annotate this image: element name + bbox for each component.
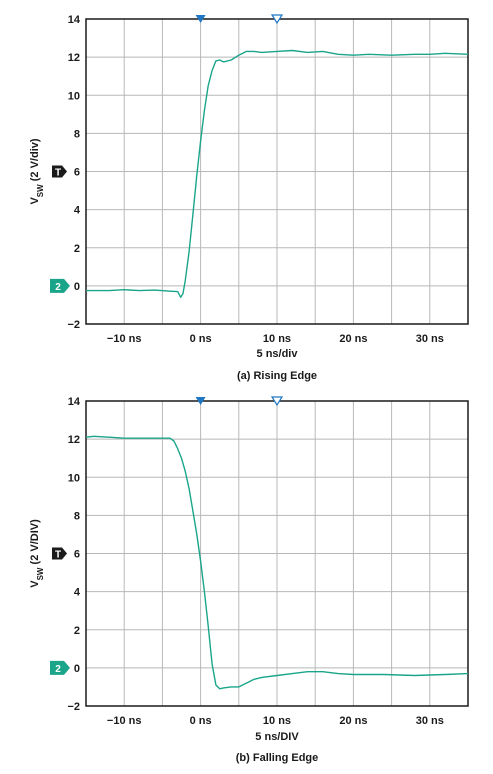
y-tick-label: 6: [74, 549, 80, 561]
rising-edge-chart: −2 0 2 4 6 8 10 12 14 −10 ns 0 ns 10 ns 20 ns 30 ns 5 …: [29, 14, 469, 382]
y-tick-label: 12: [68, 52, 80, 64]
x-tick-label: −10 ns: [107, 715, 142, 727]
y-tick-label: −2: [67, 701, 80, 713]
y-axis-label-units: (2 V/DIV): [29, 519, 41, 568]
x-tick-label: −10 ns: [107, 333, 142, 345]
y-tick-label: 12: [68, 434, 80, 446]
channel-2-marker-icon: [50, 660, 70, 675]
y-tick-label: 4: [74, 587, 81, 599]
y-axis-label-main: V: [29, 197, 41, 205]
x-tick-label: 10 ns: [263, 333, 291, 345]
y-tick-label: 2: [74, 243, 80, 255]
x-tick-label: 20 ns: [339, 715, 367, 727]
y-tick-label: 6: [74, 167, 80, 179]
y-axis-label: VSW (2 V/DIV): [29, 519, 45, 588]
x-tick-label: 0 ns: [190, 715, 212, 727]
t-level-marker-label: T: [55, 550, 61, 561]
channel-2-marker-label: 2: [55, 282, 61, 293]
y-tick-label: 14: [68, 396, 81, 408]
cursor-marker-icon: [270, 14, 284, 25]
y-tick-label: 8: [74, 128, 80, 140]
x-tick-label: 0 ns: [190, 333, 212, 345]
x-tick-label: 30 ns: [416, 333, 444, 345]
trigger-marker-icon: [195, 15, 206, 23]
y-tick-label: 0: [74, 663, 80, 675]
t-level-marker-label: T: [55, 168, 61, 179]
y-tick-label: 0: [74, 281, 80, 293]
vsw-trace-line: [85, 435, 469, 690]
figure-caption: (b) Falling Edge: [236, 752, 319, 764]
y-tick-label: 14: [68, 14, 81, 26]
y-tick-label: 2: [74, 625, 80, 637]
t-level-marker-icon: [52, 165, 67, 178]
y-tick-label: 8: [74, 510, 80, 522]
y-axis-label-main: V: [29, 580, 41, 588]
falling-edge-chart: −2 0 2 4 6 8 10 12 14 −10 ns 0 ns 10 ns 20 ns 30 ns 5 …: [29, 396, 469, 764]
y-tick-label: 10: [68, 472, 80, 484]
trigger-marker-icon: [195, 397, 206, 405]
cursor-marker-icon: [270, 396, 284, 407]
y-axis-label-subscript: SW: [36, 567, 45, 580]
channel-2-marker-label: 2: [55, 664, 61, 675]
x-tick-label: 20 ns: [339, 333, 367, 345]
y-tick-label: 4: [74, 205, 81, 217]
vsw-trace-line: [86, 49, 469, 298]
x-axis-label: 5 ns/DIV: [255, 731, 299, 743]
t-level-marker-icon: [52, 547, 67, 560]
y-axis-label-subscript: SW: [36, 184, 45, 197]
channel-2-marker-icon: [50, 278, 70, 293]
x-axis-label: 5 ns/div: [257, 348, 299, 360]
y-axis-label-units: (2 V/div): [29, 138, 41, 184]
x-tick-label: 30 ns: [416, 715, 444, 727]
figure-caption: (a) Rising Edge: [237, 370, 317, 382]
y-tick-label: −2: [67, 319, 80, 331]
y-axis-label: VSW (2 V/div): [29, 138, 45, 204]
y-tick-label: 10: [68, 90, 80, 102]
x-tick-label: 10 ns: [263, 715, 291, 727]
